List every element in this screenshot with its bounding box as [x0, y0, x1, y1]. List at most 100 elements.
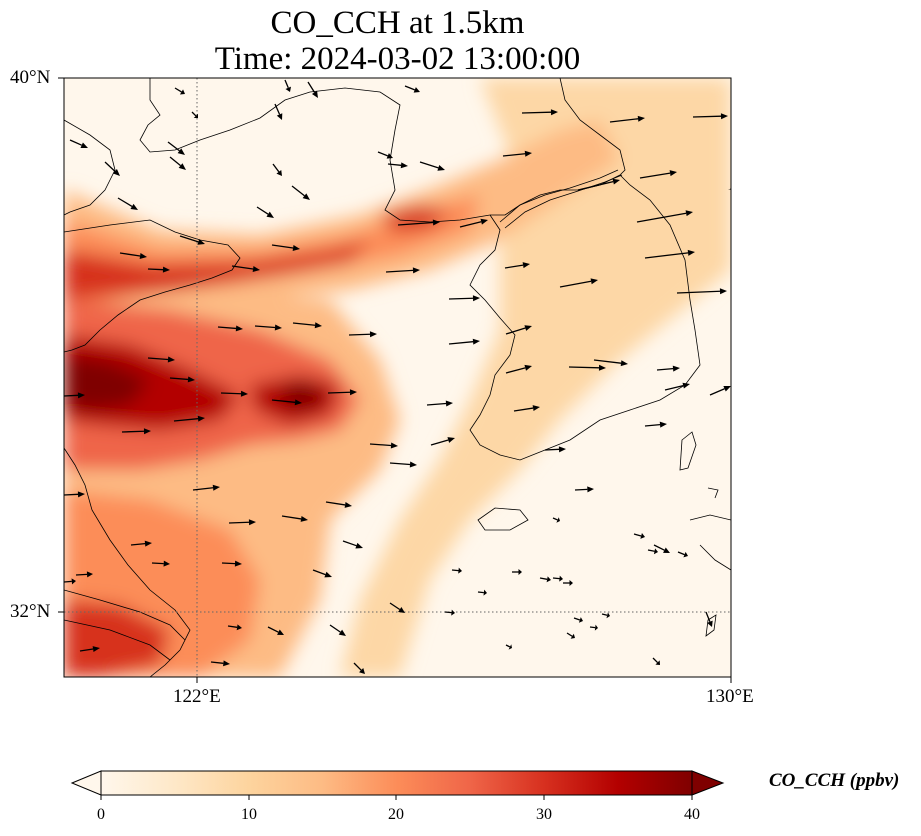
wind-arrow — [513, 405, 540, 412]
wind-arrow — [593, 359, 628, 367]
wind-arrow — [64, 392, 85, 399]
coastline-jeju — [477, 507, 529, 531]
wind-arrow — [397, 219, 440, 226]
wind-arrow — [267, 626, 284, 635]
wind-arrow — [636, 210, 693, 223]
plume-peak-west — [64, 355, 150, 410]
wind-arrow — [327, 389, 357, 396]
wind-arrow — [377, 151, 393, 159]
wind-arrow — [568, 364, 606, 371]
wind-arrow — [167, 141, 185, 155]
coastlines — [64, 78, 731, 677]
wind-arrow — [559, 278, 598, 288]
wind-arrow — [601, 612, 610, 619]
wind-arrow — [512, 569, 522, 575]
colorbar-tick-40: 40 — [684, 806, 700, 823]
wind-arrow — [563, 580, 573, 586]
wind-arrow — [448, 338, 480, 345]
wind-arrow — [692, 113, 728, 120]
wind-arrow — [544, 446, 566, 453]
wind-arrow — [444, 609, 455, 616]
plume-peak-center — [280, 382, 325, 410]
coastline-korea-west — [469, 174, 701, 461]
wind-arrow — [385, 267, 420, 274]
wind-arrow — [505, 644, 512, 650]
wind-arrow — [169, 156, 186, 170]
wind-arrow — [521, 109, 558, 116]
wind-arrow — [342, 540, 363, 549]
wind-vectors — [64, 79, 731, 674]
wind-arrow — [419, 161, 445, 171]
wind-arrow — [271, 399, 302, 406]
coastline-tsushima — [679, 431, 697, 471]
lat-tick-32n: 32°N — [10, 601, 51, 622]
coastline-china-north — [64, 219, 241, 353]
wind-arrow — [477, 589, 487, 596]
wind-arrow — [653, 544, 670, 553]
coastline-korea-northeast — [559, 78, 626, 176]
wind-arrow — [430, 437, 455, 446]
wind-arrow — [644, 249, 695, 259]
wind-arrow — [121, 428, 151, 435]
wind-arrow — [130, 540, 152, 547]
colorbar-tick-10: 10 — [241, 806, 257, 823]
coastline-bohai-west — [64, 119, 116, 216]
map-title-line2: Time: 2024-03-02 13:00:00 — [214, 41, 581, 77]
wind-arrow — [566, 632, 575, 639]
gridlines — [64, 78, 731, 677]
wind-arrow — [292, 322, 322, 329]
wind-arrow — [274, 103, 283, 120]
wind-arrow — [387, 162, 408, 169]
colorbar-extend-min — [70, 770, 102, 796]
wind-arrow — [291, 185, 310, 200]
wind-arrow — [151, 560, 170, 567]
wind-arrow — [348, 331, 377, 338]
wind-arrow — [117, 197, 138, 210]
wind-arrow — [574, 486, 594, 493]
wind-arrow — [254, 324, 282, 331]
wind-arrow — [192, 484, 220, 491]
wind-arrow — [64, 578, 76, 585]
axis-ticks — [58, 77, 732, 683]
wind-arrow — [448, 295, 480, 302]
wind-arrow — [709, 386, 731, 396]
coastline-double-border — [499, 169, 623, 229]
wind-arrow — [147, 266, 170, 273]
wind-arrow — [652, 657, 660, 665]
wind-arrow — [179, 235, 205, 245]
wind-arrow — [502, 150, 532, 157]
wind-arrow — [307, 81, 318, 98]
wind-arrow — [552, 517, 560, 523]
plume-max-south — [64, 600, 170, 677]
lon-tick-130e: 130°E — [706, 686, 754, 707]
colorbar-extend-max — [691, 770, 725, 796]
coastline-liaodong — [139, 78, 491, 223]
plume-max-spot-north — [380, 205, 450, 232]
colorbar-ticks — [100, 795, 693, 800]
colorbar-tick-0: 0 — [97, 806, 105, 823]
wind-arrow — [664, 382, 690, 391]
wind-arrow — [228, 519, 256, 526]
wind-arrow — [281, 515, 308, 522]
wind-arrow — [728, 188, 731, 190]
wind-arrow — [271, 244, 300, 251]
wind-arrow — [217, 325, 243, 332]
wind-arrow — [104, 161, 120, 176]
wind-arrow — [191, 111, 199, 119]
map-frame — [63, 77, 732, 678]
coastline-islands — [705, 614, 717, 637]
wind-arrow — [505, 364, 532, 374]
wind-arrow — [504, 262, 530, 269]
wind-arrow — [459, 218, 488, 228]
lat-tick-40n: 40°N — [10, 67, 51, 88]
wind-arrow — [231, 265, 260, 272]
wind-arrow — [389, 461, 417, 468]
wind-arrow — [552, 575, 563, 582]
wind-arrow — [284, 79, 292, 92]
wind-arrow — [174, 87, 185, 95]
wind-arrow — [609, 115, 645, 123]
wind-arrow — [505, 325, 532, 335]
colorbar-tick-30: 30 — [536, 806, 552, 823]
map-title-line1: CO_CCH at 1.5km — [270, 5, 525, 41]
colorbar-label: CO_CCH (ppbv) — [769, 770, 900, 791]
